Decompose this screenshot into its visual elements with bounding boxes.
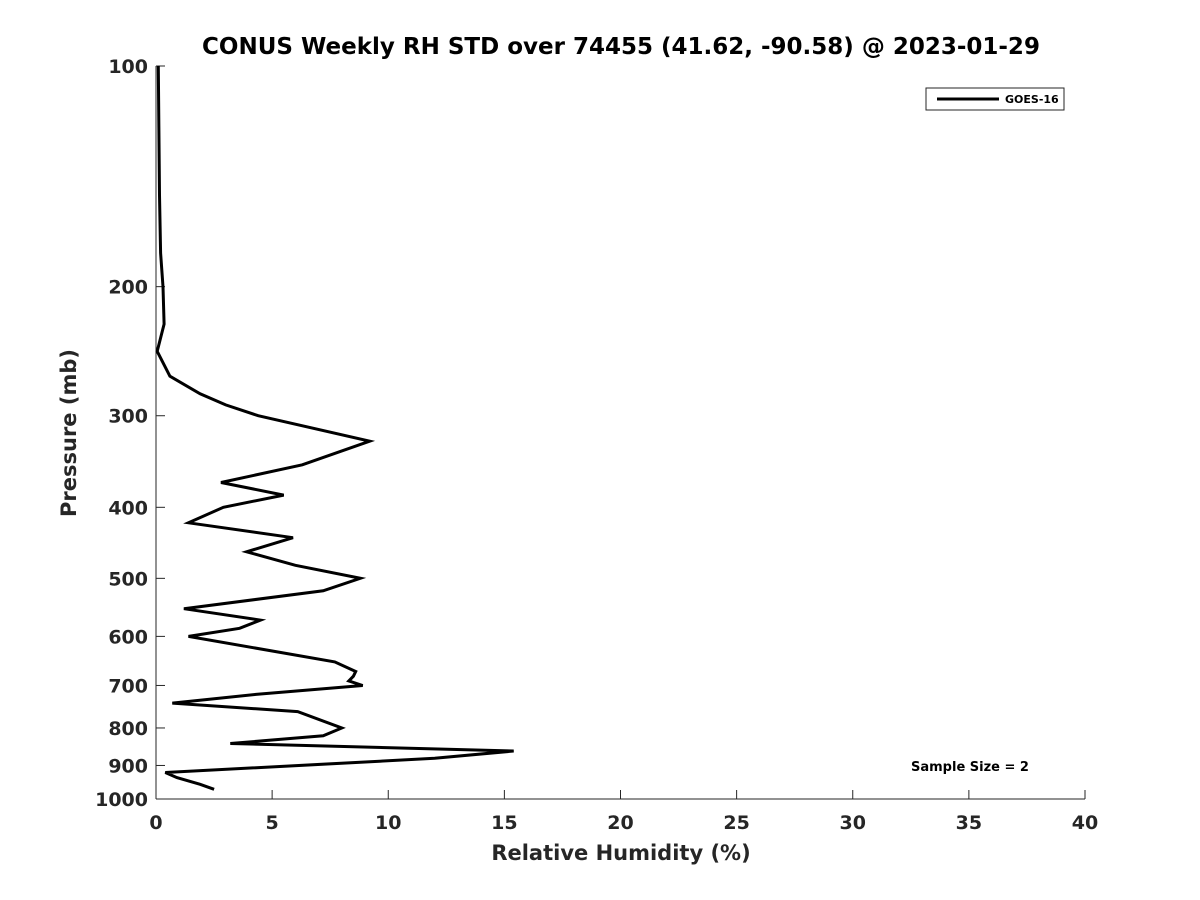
series-line-goes-16: [155, 65, 514, 791]
legend: GOES-16: [925, 87, 1065, 111]
x-tick-label: 30: [840, 812, 866, 834]
x-tick-label: 20: [607, 812, 633, 834]
series-layer: [155, 65, 514, 791]
y-tick-label: 600: [108, 626, 148, 648]
y-tick-label: 1000: [95, 789, 148, 811]
x-tick-label: 40: [1072, 812, 1098, 834]
x-tick-label: 25: [723, 812, 749, 834]
x-tick-label: 35: [956, 812, 982, 834]
y-tick-label: 500: [108, 568, 148, 590]
y-tick-label: 800: [108, 718, 148, 740]
y-tick-label: 100: [108, 56, 148, 78]
y-tick-label: 900: [108, 755, 148, 777]
y-tick-label: 300: [108, 406, 148, 428]
y-tick-label: 400: [108, 497, 148, 519]
sample-size-annotation: Sample Size = 2: [911, 760, 1029, 775]
x-tick-label: 0: [149, 812, 162, 834]
y-ticks: 100 200 300 400 500 600 700 800 900 1000: [95, 56, 165, 811]
y-axis-label: Pressure (mb): [57, 349, 81, 517]
x-tick-label: 10: [375, 812, 401, 834]
x-tick-label: 5: [266, 812, 279, 834]
chart-title: CONUS Weekly RH STD over 74455 (41.62, -…: [202, 34, 1040, 60]
y-tick-label: 200: [108, 277, 148, 299]
x-axis-label: Relative Humidity (%): [491, 841, 750, 865]
y-tick-label: 700: [108, 675, 148, 697]
x-ticks: 0 5 10 15 20 25 30 35 40: [149, 790, 1098, 834]
legend-label-goes-16: GOES-16: [1005, 93, 1059, 106]
x-tick-label: 15: [491, 812, 517, 834]
